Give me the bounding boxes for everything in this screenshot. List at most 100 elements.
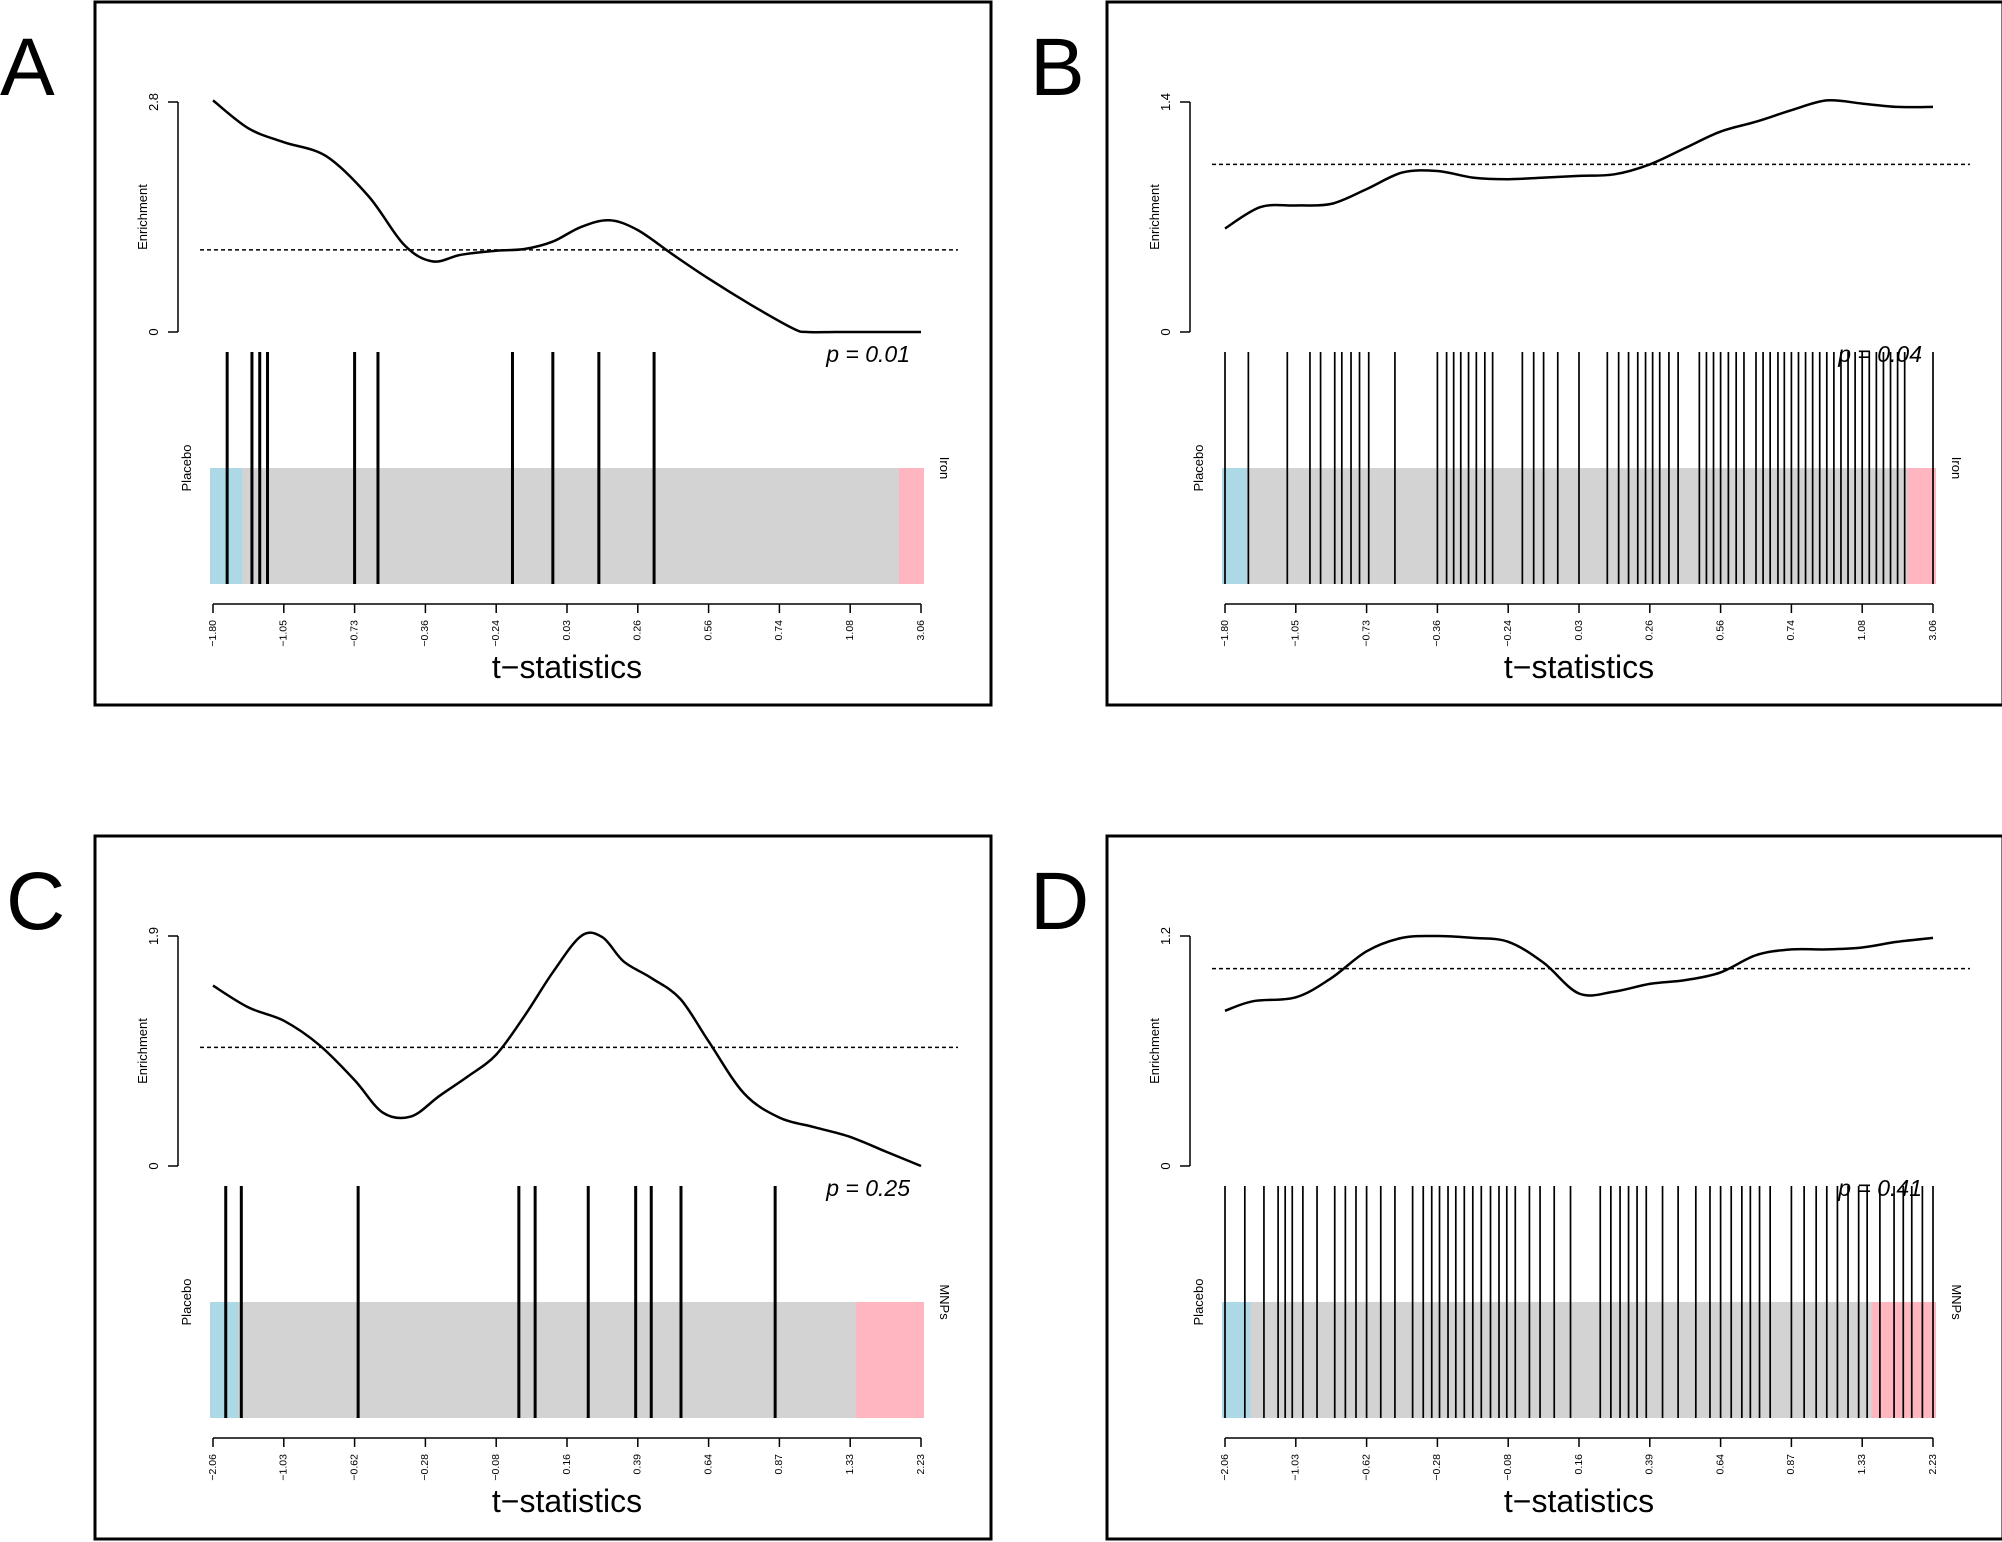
x-tick-label: 0.16 xyxy=(1573,1454,1585,1475)
enrichment-curve xyxy=(1224,934,1934,1012)
middle-band xyxy=(210,468,924,584)
x-tick-label: −2.06 xyxy=(207,1454,219,1481)
x-tick-label: −2.06 xyxy=(1219,1454,1231,1481)
x-tick-label: 1.33 xyxy=(1856,1454,1868,1475)
x-tick-label: 0.87 xyxy=(1785,1454,1797,1475)
x-tick-label: 1.08 xyxy=(844,620,856,641)
middle-band xyxy=(210,1302,924,1418)
y-tick-label: 0 xyxy=(1158,328,1173,335)
left-group-label: Placebo xyxy=(179,1279,194,1326)
enrichment-curve xyxy=(212,931,922,1168)
enrichment-curve xyxy=(212,99,921,334)
right-group-label: MNPs xyxy=(1949,1284,1964,1320)
x-axis-title: t−statistics xyxy=(1504,1483,1654,1519)
x-tick-label: −0.24 xyxy=(1502,620,1514,647)
placebo-band xyxy=(1222,1302,1251,1418)
y-tick-label: 2.8 xyxy=(146,93,161,111)
right-group-label: Iron xyxy=(1949,457,1964,479)
p-value-label: p = 0.25 xyxy=(825,1175,910,1201)
left-group-label: Placebo xyxy=(179,445,194,492)
x-tick-label: 0.64 xyxy=(702,1454,714,1475)
x-tick-label: −0.28 xyxy=(419,1454,431,1481)
x-tick-label: 0.26 xyxy=(1644,620,1656,641)
treatment-band xyxy=(856,1302,924,1418)
x-tick-label: 0.87 xyxy=(773,1454,785,1475)
x-tick-label: −0.62 xyxy=(348,1454,360,1481)
right-group-label: MNPs xyxy=(937,1284,952,1320)
left-group-label: Placebo xyxy=(1191,1279,1206,1326)
left-group-label: Placebo xyxy=(1191,445,1206,492)
x-tick-label: 0.74 xyxy=(773,620,785,641)
panel-a: A 2.8 0 Enrichment p = 0.01 Placebo Iron −1.80… xyxy=(0,0,993,707)
panel-frame xyxy=(1105,834,2002,1541)
x-tick-label: 1.08 xyxy=(1856,620,1868,641)
enrichment-curve xyxy=(1224,98,1934,230)
y-tick-label: 1.9 xyxy=(146,927,161,945)
x-tick-label: 0.74 xyxy=(1785,620,1797,641)
x-axis-title: t−statistics xyxy=(492,1483,642,1519)
x-tick-label: 2.23 xyxy=(1927,1454,1939,1475)
x-axis-title: t−statistics xyxy=(492,649,642,685)
x-tick-label: 0.03 xyxy=(561,620,573,641)
y-tick-label: 0 xyxy=(146,328,161,335)
y-tick-label: 0 xyxy=(1158,1162,1173,1169)
middle-band xyxy=(1222,1302,1936,1418)
x-tick-label: 0.16 xyxy=(561,1454,573,1475)
x-tick-label: −0.62 xyxy=(1360,1454,1372,1481)
x-tick-label: 1.33 xyxy=(844,1454,856,1475)
x-tick-label: 0.39 xyxy=(632,1454,644,1475)
x-tick-label: −0.73 xyxy=(348,620,360,647)
x-tick-label: −0.08 xyxy=(1502,1454,1514,1481)
x-axis-title: t−statistics xyxy=(1504,649,1654,685)
y-tick-label: 1.2 xyxy=(1158,927,1173,945)
x-tick-label: 0.26 xyxy=(632,620,644,641)
panel-b: B 1.4 0 Enrichment p = 0.04 Placebo Iron −1.80… xyxy=(1030,0,2002,707)
x-tick-label: 0.64 xyxy=(1714,1454,1726,1475)
right-group-label: Iron xyxy=(937,457,952,479)
x-tick-label: 2.23 xyxy=(915,1454,927,1475)
x-tick-label: −0.73 xyxy=(1360,620,1372,647)
x-tick-label: −0.36 xyxy=(419,620,431,647)
treatment-band xyxy=(1907,468,1936,584)
panel-frame xyxy=(1105,0,2002,707)
x-tick-label: −0.28 xyxy=(1431,1454,1443,1481)
plot-area: 2.8 0 Enrichment p = 0.01 Placebo Iron −1.80 −1… xyxy=(135,93,958,685)
x-tick-label: −1.05 xyxy=(1290,620,1302,647)
panel-letter-b: B xyxy=(1030,22,1085,113)
plot-area: 1.9 0 Enrichment p = 0.25 Placebo MNPs −2.06 −1… xyxy=(135,927,958,1519)
panel-frame xyxy=(93,0,993,707)
p-value-label: p = 0.01 xyxy=(825,341,910,367)
x-tick-label: 0.03 xyxy=(1573,620,1585,641)
treatment-band xyxy=(899,468,924,584)
x-tick-label: 0.56 xyxy=(702,620,714,641)
y-axis-title: Enrichment xyxy=(135,1018,150,1084)
x-tick-label: 0.56 xyxy=(1714,620,1726,641)
x-tick-label: 3.06 xyxy=(1927,620,1939,641)
x-tick-label: −1.05 xyxy=(278,620,290,647)
x-tick-label: −1.03 xyxy=(278,1454,290,1481)
panel-letter-d: D xyxy=(1030,856,1089,947)
x-tick-label: −0.08 xyxy=(490,1454,502,1481)
y-tick-label: 1.4 xyxy=(1158,93,1173,111)
x-tick-label: 3.06 xyxy=(915,620,927,641)
panel-letter-c: C xyxy=(6,856,65,947)
p-value-label: p = 0.04 xyxy=(1837,341,1922,367)
y-axis-title: Enrichment xyxy=(1147,1018,1162,1084)
x-tick-label: −1.80 xyxy=(207,620,219,647)
x-tick-label: −1.80 xyxy=(1219,620,1231,647)
panel-c: C 1.9 0 Enrichment p = 0.25 Placebo MNPs −2.06… xyxy=(6,834,993,1541)
x-tick-label: −1.03 xyxy=(1290,1454,1302,1481)
x-tick-label: −0.36 xyxy=(1431,620,1443,647)
y-tick-label: 0 xyxy=(146,1162,161,1169)
plot-area: 1.4 0 Enrichment p = 0.04 Placebo Iron −1.80 −1… xyxy=(1147,93,1970,685)
placebo-band xyxy=(1222,468,1247,584)
x-tick-label: −0.24 xyxy=(490,620,502,647)
panel-frame xyxy=(93,834,993,1541)
x-tick-label: 0.39 xyxy=(1644,1454,1656,1475)
y-axis-title: Enrichment xyxy=(135,184,150,250)
y-axis-title: Enrichment xyxy=(1147,184,1162,250)
